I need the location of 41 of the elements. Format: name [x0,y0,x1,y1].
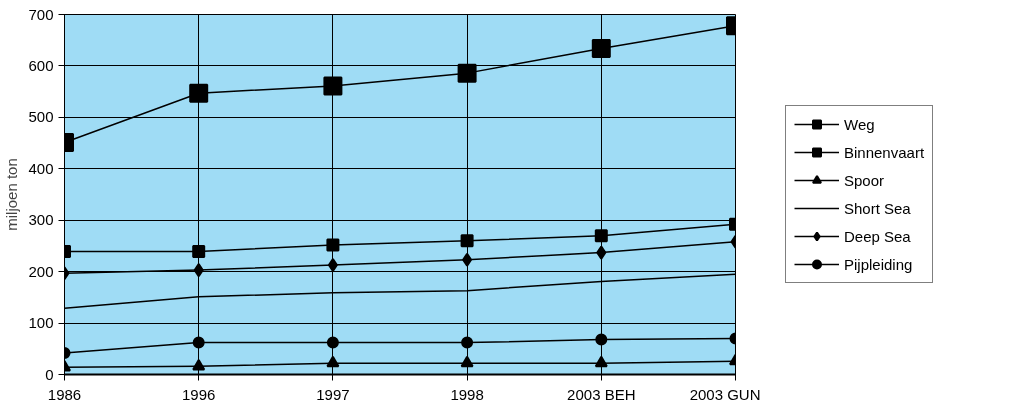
y-tick-label: 600 [28,56,54,74]
point [193,263,204,278]
legend-label: Binnenvaart [844,143,925,161]
point [461,336,474,349]
point [327,257,338,272]
x-tick-label: 1998 [450,385,484,403]
y-tick-label: 300 [28,211,54,229]
legend-label: Pijpleiding [844,255,913,273]
x-tick-label: 1996 [182,385,216,403]
y-axis-title: miljoen ton [3,158,21,231]
y-tick-label: 100 [28,314,54,332]
point [594,229,608,243]
y-tick-label: 400 [28,159,54,177]
y-tick-label: 200 [28,262,54,280]
point [189,83,209,103]
legend-label: Deep Sea [844,227,911,245]
point [192,358,206,371]
legend-label: Spoor [844,171,885,189]
x-tick-label: 2003 BEH [567,385,636,403]
point [192,245,206,259]
x-tick-label: 2003 GUN [689,385,761,403]
point [594,355,608,368]
x-tick-label: 1986 [47,385,82,403]
point [462,252,473,267]
y-tick-label: 0 [45,365,54,383]
point [596,245,607,260]
x-tick-label: 1997 [316,385,350,403]
point [192,336,205,349]
point [460,355,474,368]
y-tick-label: 700 [28,5,54,23]
y-tick-label: 500 [28,108,54,126]
point [595,333,608,346]
point [326,355,340,368]
point [326,238,340,252]
legend-label: Short Sea [844,199,911,217]
point [326,336,339,349]
point [457,63,477,83]
point [591,38,611,58]
point [460,234,474,248]
point [323,76,343,96]
legend-label: Weg [844,115,875,133]
